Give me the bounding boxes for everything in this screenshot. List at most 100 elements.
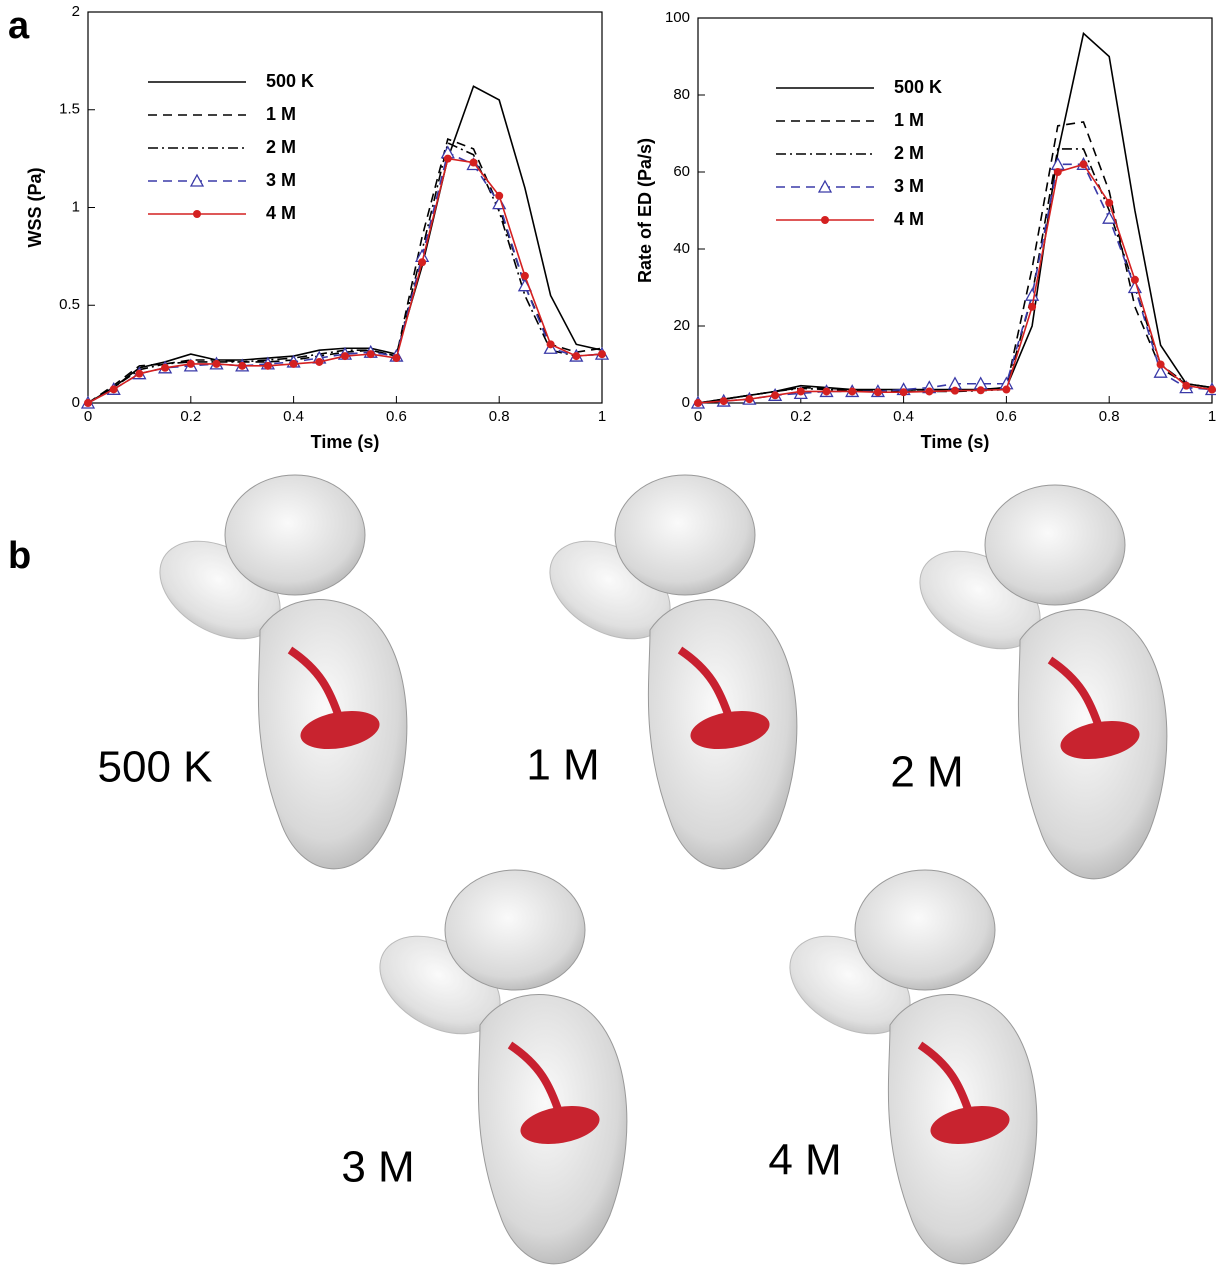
panel-label: b bbox=[8, 535, 31, 577]
x-tick-label: 0.6 bbox=[386, 408, 407, 425]
y-tick-label: 0 bbox=[682, 394, 690, 411]
rendering bbox=[533, 475, 797, 869]
legend-marker bbox=[193, 210, 201, 218]
rendering bbox=[903, 485, 1167, 879]
marker bbox=[899, 388, 908, 397]
marker bbox=[161, 363, 170, 372]
x-tick-label: 1 bbox=[1208, 408, 1216, 425]
marker bbox=[109, 385, 118, 394]
marker bbox=[1182, 381, 1191, 390]
legend-label: 3 M bbox=[266, 170, 296, 190]
series-line bbox=[697, 148, 1213, 404]
marker bbox=[745, 395, 754, 404]
marker bbox=[1002, 385, 1011, 394]
marker bbox=[1208, 385, 1216, 394]
marker bbox=[341, 352, 349, 361]
marker bbox=[1050, 156, 1065, 170]
legend-label: 4 M bbox=[266, 203, 296, 223]
y-tick-label: 80 bbox=[673, 86, 690, 103]
marker bbox=[976, 386, 985, 395]
x-tick-label: 1 bbox=[598, 408, 606, 425]
x-tick-label: 0.2 bbox=[180, 408, 201, 425]
marker bbox=[289, 359, 298, 368]
marker bbox=[873, 388, 882, 397]
y-tick-label: 1 bbox=[72, 198, 80, 215]
marker bbox=[1105, 198, 1114, 207]
marker bbox=[443, 154, 452, 163]
marker bbox=[135, 369, 144, 378]
marker bbox=[186, 359, 195, 368]
series-line bbox=[697, 121, 1213, 404]
marker bbox=[572, 352, 581, 361]
marker bbox=[469, 158, 478, 167]
rendering-label: 1 M bbox=[526, 741, 599, 790]
legend-label: 2 M bbox=[894, 143, 924, 163]
marker bbox=[1079, 160, 1088, 169]
marker bbox=[1156, 360, 1165, 369]
marker bbox=[694, 399, 702, 407]
legend-marker bbox=[821, 216, 829, 224]
marker bbox=[546, 340, 555, 349]
legend-label: 1 M bbox=[266, 104, 296, 124]
marker bbox=[796, 387, 805, 396]
marker bbox=[1130, 275, 1139, 284]
marker bbox=[418, 258, 427, 267]
x-tick-label: 0.4 bbox=[893, 408, 914, 425]
marker bbox=[1102, 210, 1117, 224]
legend-marker bbox=[817, 179, 833, 193]
y-tick-label: 0 bbox=[72, 394, 80, 411]
marker bbox=[392, 354, 401, 363]
marker bbox=[1153, 364, 1168, 378]
x-tick-label: 0.6 bbox=[996, 408, 1017, 425]
x-axis-label: Time (s) bbox=[311, 432, 380, 452]
marker bbox=[520, 271, 529, 280]
marker bbox=[1053, 168, 1062, 176]
marker bbox=[366, 350, 375, 359]
rendering bbox=[363, 870, 627, 1264]
rendering bbox=[773, 870, 1037, 1264]
legend-marker bbox=[189, 173, 205, 187]
rendering-label: 500 K bbox=[98, 743, 213, 792]
marker bbox=[925, 387, 934, 396]
rendering bbox=[143, 475, 407, 869]
marker bbox=[84, 399, 92, 407]
y-axis-label: Rate of ED (Pa/s) bbox=[635, 138, 655, 283]
y-tick-label: 100 bbox=[665, 9, 690, 26]
marker bbox=[598, 350, 606, 359]
marker bbox=[263, 361, 272, 370]
marker bbox=[315, 357, 324, 366]
marker bbox=[822, 387, 831, 396]
x-tick-label: 0.8 bbox=[489, 408, 510, 425]
y-tick-label: 40 bbox=[673, 240, 690, 257]
y-tick-label: 60 bbox=[673, 163, 690, 180]
x-tick-label: 0 bbox=[694, 408, 702, 425]
marker bbox=[719, 397, 728, 406]
marker bbox=[848, 387, 857, 396]
x-tick-label: 0.8 bbox=[1099, 408, 1120, 425]
y-tick-label: 2 bbox=[72, 3, 80, 20]
rendering-label: 2 M bbox=[890, 748, 963, 797]
plot-frame bbox=[697, 17, 1213, 404]
x-axis-label: Time (s) bbox=[921, 432, 990, 452]
legend-label: 2 M bbox=[266, 137, 296, 157]
rendering-label: 4 M bbox=[768, 1136, 841, 1185]
series-line bbox=[697, 31, 1213, 404]
x-tick-label: 0.4 bbox=[283, 408, 304, 425]
marker bbox=[212, 359, 221, 368]
x-tick-label: 0 bbox=[84, 408, 92, 425]
marker bbox=[495, 191, 504, 200]
y-axis-label: WSS (Pa) bbox=[25, 167, 45, 247]
y-tick-label: 0.5 bbox=[59, 296, 80, 313]
y-tick-label: 20 bbox=[673, 317, 690, 334]
y-tick-label: 1.5 bbox=[59, 101, 80, 118]
marker bbox=[951, 386, 959, 395]
plot-frame bbox=[87, 11, 603, 404]
legend-label: 4 M bbox=[894, 209, 924, 229]
rendering-label: 3 M bbox=[341, 1143, 414, 1192]
legend-label: 1 M bbox=[894, 110, 924, 130]
legend-label: 500 K bbox=[894, 77, 942, 97]
marker bbox=[771, 391, 780, 400]
marker bbox=[238, 361, 247, 370]
x-tick-label: 0.2 bbox=[790, 408, 811, 425]
